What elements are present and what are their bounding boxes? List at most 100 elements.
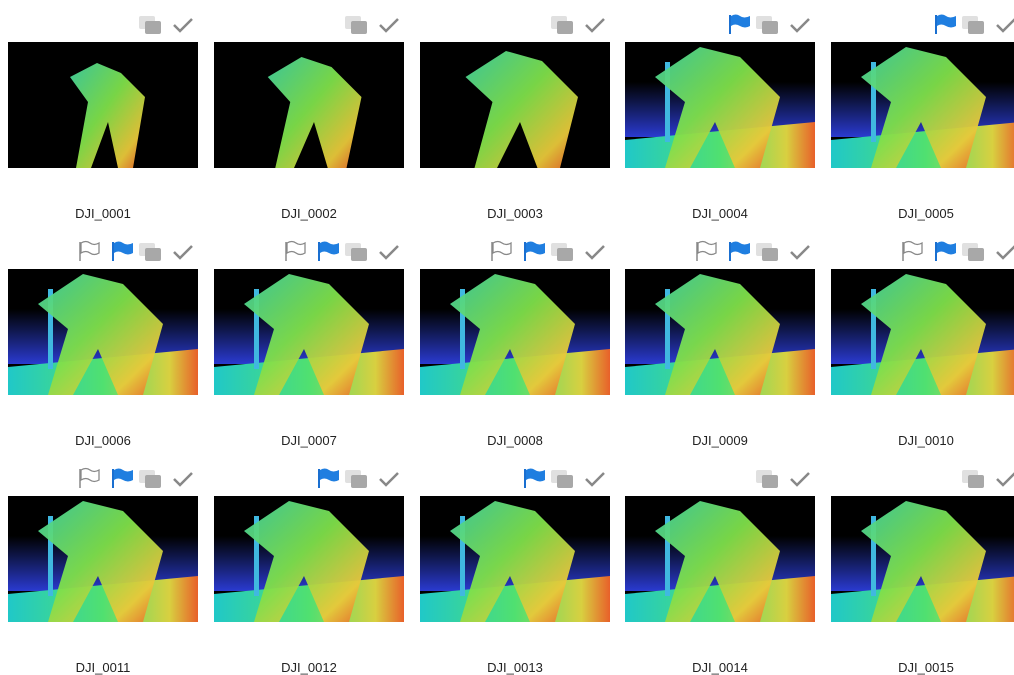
tile-icons (80, 469, 192, 489)
blue-flag[interactable] (937, 15, 956, 28)
tile-icons (525, 469, 604, 489)
thumbnail[interactable] (214, 496, 404, 622)
file-name: DJI_0014 (692, 660, 748, 675)
thumbnail[interactable] (420, 42, 610, 168)
tile-icons (492, 242, 604, 262)
blue-flag[interactable] (114, 242, 133, 255)
stack-icon[interactable] (557, 248, 573, 261)
stack-icon[interactable] (762, 475, 778, 488)
file-name: DJI_0008 (487, 433, 543, 448)
thumbnail[interactable] (8, 496, 198, 622)
thumbnail[interactable] (625, 496, 815, 622)
file-name: DJI_0005 (898, 206, 954, 221)
blue-flag[interactable] (937, 242, 956, 255)
blue-flag[interactable] (526, 242, 545, 255)
tile-icons (697, 242, 809, 262)
outline-flag[interactable] (698, 242, 716, 255)
thumbnail[interactable] (625, 42, 815, 168)
stack-icon[interactable] (968, 248, 984, 261)
check-icon[interactable] (380, 246, 398, 258)
check-icon[interactable] (586, 246, 604, 258)
outline-flag[interactable] (81, 469, 99, 482)
outline-flag[interactable] (287, 242, 305, 255)
tile-icons (286, 242, 398, 262)
thumbnail[interactable] (214, 42, 404, 168)
stack-icon[interactable] (762, 21, 778, 34)
stack-icon[interactable] (557, 475, 573, 488)
file-name: DJI_0003 (487, 206, 543, 221)
tile-icons (936, 15, 1014, 35)
file-name: DJI_0013 (487, 660, 543, 675)
tile[interactable]: DJI_0011 (8, 469, 198, 675)
thumbnail[interactable] (625, 269, 815, 395)
file-name: DJI_0009 (692, 433, 748, 448)
stack-icon[interactable] (351, 21, 367, 34)
outline-flag[interactable] (493, 242, 511, 255)
check-icon[interactable] (586, 19, 604, 31)
stack-icon[interactable] (351, 248, 367, 261)
thumbnail[interactable] (831, 496, 1014, 622)
blue-flag[interactable] (731, 15, 750, 28)
thumbnail[interactable] (420, 269, 610, 395)
stack-icon[interactable] (145, 248, 161, 261)
stack-icon[interactable] (762, 248, 778, 261)
stack-icon[interactable] (145, 475, 161, 488)
tile[interactable]: DJI_0008 (420, 242, 610, 449)
thumbnail[interactable] (831, 42, 1014, 168)
check-icon[interactable] (380, 473, 398, 485)
tile[interactable]: DJI_0010 (831, 242, 1014, 449)
blue-flag[interactable] (731, 242, 750, 255)
blue-flag[interactable] (320, 242, 339, 255)
blue-flag[interactable] (526, 469, 545, 482)
tile-icons (903, 242, 1014, 262)
tile-icons (319, 469, 398, 489)
image-grid: DJI_0001 DJI_0002 DJI_0003 DJI_0004 DJI_0005… (0, 0, 1014, 675)
thumbnail[interactable] (831, 269, 1014, 395)
tile[interactable]: DJI_0003 (420, 16, 610, 221)
file-name: DJI_0012 (281, 660, 337, 675)
check-icon[interactable] (791, 19, 809, 31)
file-name: DJI_0007 (281, 433, 337, 448)
tile[interactable]: DJI_0013 (420, 469, 610, 675)
check-icon[interactable] (791, 246, 809, 258)
thumbnail[interactable] (8, 42, 198, 168)
tile[interactable]: DJI_0005 (831, 15, 1014, 222)
thumbnail[interactable] (214, 269, 404, 395)
tile[interactable]: DJI_0012 (214, 469, 404, 675)
blue-flag[interactable] (320, 469, 339, 482)
tile[interactable]: DJI_0002 (214, 16, 404, 221)
thumbnail[interactable] (8, 269, 198, 395)
check-icon[interactable] (174, 246, 192, 258)
tile-icons (756, 470, 809, 488)
blue-flag[interactable] (114, 469, 133, 482)
file-name: DJI_0015 (898, 660, 954, 675)
outline-flag[interactable] (81, 242, 99, 255)
tile[interactable]: DJI_0009 (625, 242, 815, 449)
tile[interactable]: DJI_0006 (8, 242, 198, 449)
stack-icon[interactable] (351, 475, 367, 488)
file-name: DJI_0006 (75, 433, 131, 448)
tile-icons (345, 16, 398, 34)
stack-icon[interactable] (968, 475, 984, 488)
check-icon[interactable] (380, 19, 398, 31)
file-name: DJI_0002 (281, 206, 337, 221)
tile[interactable]: DJI_0014 (625, 470, 815, 675)
tile[interactable]: DJI_0001 (8, 16, 198, 221)
check-icon[interactable] (174, 473, 192, 485)
check-icon[interactable] (586, 473, 604, 485)
stack-icon[interactable] (557, 21, 573, 34)
check-icon[interactable] (997, 473, 1014, 485)
check-icon[interactable] (997, 246, 1014, 258)
thumbnail[interactable] (420, 496, 610, 622)
outline-flag[interactable] (904, 242, 922, 255)
file-name: DJI_0001 (75, 206, 131, 221)
tile[interactable]: DJI_0004 (625, 15, 815, 222)
check-icon[interactable] (791, 473, 809, 485)
check-icon[interactable] (997, 19, 1014, 31)
tile[interactable]: DJI_0015 (831, 470, 1014, 675)
check-icon[interactable] (174, 19, 192, 31)
tile[interactable]: DJI_0007 (214, 242, 404, 449)
stack-icon[interactable] (145, 21, 161, 34)
stack-icon[interactable] (968, 21, 984, 34)
tile-icons (730, 15, 809, 35)
